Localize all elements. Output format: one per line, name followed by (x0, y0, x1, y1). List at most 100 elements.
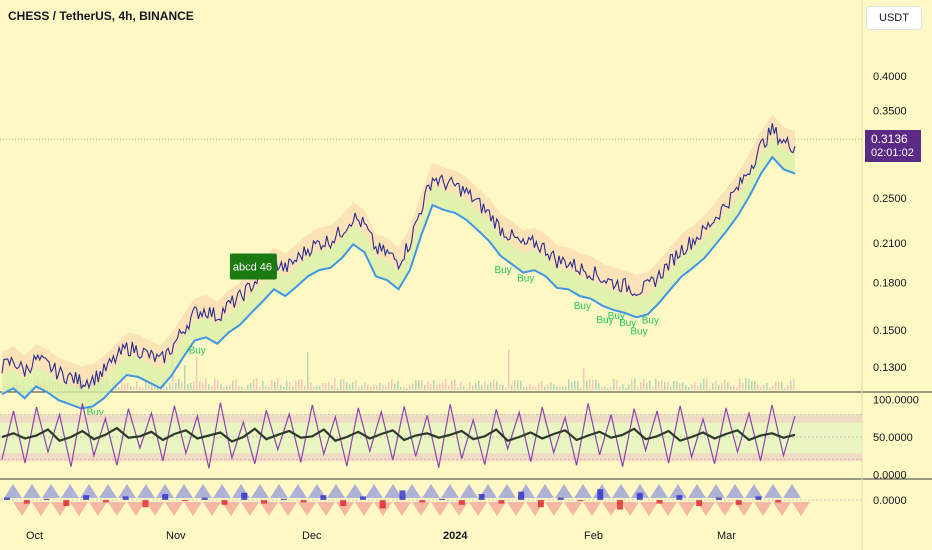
histogram-bar (241, 492, 248, 500)
up-triangle-marker (365, 484, 383, 498)
down-triangle-marker (564, 502, 582, 516)
volume-bar (439, 383, 441, 390)
histogram-bar (478, 494, 485, 500)
volume-bar (127, 383, 129, 390)
volume-bar (205, 378, 207, 390)
volume-bar (349, 384, 351, 390)
volume-bar (433, 380, 435, 390)
histogram-bar (63, 500, 70, 506)
volume-bar (622, 384, 624, 390)
currency-button[interactable]: USDT (866, 6, 922, 30)
volume-bar (781, 381, 783, 390)
oversold-zone (0, 453, 862, 462)
volume-bar (697, 386, 699, 390)
volume-bar (784, 387, 786, 390)
volume-bar (142, 387, 144, 390)
volume-bar (682, 382, 684, 390)
volume-bar (595, 379, 597, 390)
histogram-layer (0, 484, 862, 516)
support-cloud-line (1, 155, 796, 410)
oscillator-tick-label: 100.0000 (873, 395, 919, 407)
histogram-bar (280, 498, 287, 500)
volume-bar (715, 380, 717, 390)
volume-bar (778, 381, 780, 390)
volume-bar (589, 378, 591, 390)
volume-bar (625, 387, 627, 390)
volume-bar (559, 385, 561, 390)
volume-bar (412, 383, 414, 390)
volume-bar (754, 381, 756, 390)
volume-bar (421, 380, 423, 390)
up-triangle-marker (213, 484, 231, 498)
volume-bar (634, 378, 636, 390)
volume-bar (772, 385, 774, 390)
oscillator-fast-line (1, 402, 796, 469)
up-triangle-marker (61, 484, 79, 498)
volume-bar (139, 386, 141, 390)
up-triangle-marker (156, 484, 174, 498)
volume-bar (703, 378, 705, 390)
volume-bar (193, 380, 195, 390)
abcd-label: abcd 46 (233, 262, 272, 274)
volume-bar (730, 385, 732, 390)
volume-bar (763, 384, 765, 390)
price-tick-label: 0.1800 (873, 278, 907, 290)
histogram-bar (458, 500, 465, 505)
volume-bar (538, 383, 540, 390)
volume-bar (427, 381, 429, 390)
volume-bar (340, 379, 342, 390)
volume-bar (211, 385, 213, 390)
down-triangle-marker (184, 502, 202, 516)
volume-bar (685, 385, 687, 390)
histogram-bar (122, 496, 129, 500)
volume-bar (268, 386, 270, 390)
bar-countdown: 02:01:02 (871, 147, 914, 159)
price-tick-label: 0.2100 (873, 238, 907, 250)
histogram-bar (597, 489, 604, 500)
volume-bar (442, 382, 444, 390)
volume-bar (259, 387, 261, 390)
volume-bar (532, 385, 534, 390)
down-triangle-marker (32, 502, 50, 516)
histogram-bar (715, 497, 722, 500)
oscillator-slow-line (1, 426, 796, 443)
volume-bar (223, 387, 225, 390)
volume-bar (637, 387, 639, 390)
volume-bar (604, 386, 606, 390)
volume-bar (397, 381, 399, 390)
volume-bar (613, 378, 615, 390)
histogram-bar (518, 491, 525, 500)
buy-signal-label: Buy (87, 408, 104, 419)
buy-signal-label: Buy (642, 315, 659, 326)
volume-bar (616, 380, 618, 390)
buy-signal-label: Buy (574, 301, 591, 312)
up-triangle-marker (726, 484, 744, 498)
volume-bar (583, 367, 585, 390)
up-triangle-marker (536, 484, 554, 498)
volume-bar (355, 380, 357, 390)
volume-bar (460, 381, 462, 390)
up-triangle-marker (669, 484, 687, 498)
volume-bar (628, 384, 630, 390)
down-triangle-marker (412, 502, 430, 516)
volume-bar (337, 387, 339, 390)
volume-bar (364, 382, 366, 390)
volume-bar (580, 387, 582, 390)
volume-bar (334, 378, 336, 390)
histogram-bar (617, 500, 624, 510)
volume-bar (304, 385, 306, 390)
volume-bar (445, 378, 447, 390)
volume-bar (688, 387, 690, 390)
up-triangle-marker (498, 484, 516, 498)
price-tick-label: 0.1500 (873, 325, 907, 337)
down-triangle-marker (431, 502, 449, 516)
histogram-bar (755, 496, 762, 500)
volume-bar (568, 379, 570, 390)
volume-bar (706, 378, 708, 390)
down-triangle-marker (374, 502, 392, 516)
volume-bar (250, 383, 252, 390)
volume-bar (505, 387, 507, 390)
up-triangle-marker (327, 484, 345, 498)
